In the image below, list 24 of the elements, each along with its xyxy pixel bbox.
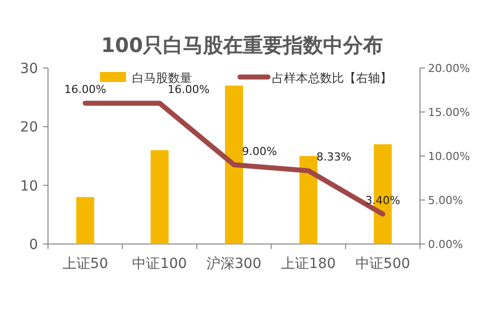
legend-label: 占样本总数比【右轴】 (272, 71, 392, 85)
bar (299, 156, 318, 244)
x-tick-label: 上证50 (62, 256, 108, 272)
bar (225, 86, 243, 244)
bar (76, 197, 94, 244)
y-tick-label: 0 (29, 237, 38, 253)
chart-title: 100只白马股在重要指数中分布 (101, 33, 383, 57)
data-label: 16.00% (168, 83, 210, 96)
x-tick-label: 沪深300 (206, 256, 262, 272)
x-tick-label: 上证180 (281, 256, 336, 272)
data-label: 16.00% (64, 83, 106, 96)
x-tick-label: 中证500 (355, 256, 410, 272)
legend-label: 白马股数量 (132, 71, 192, 85)
bar (150, 150, 169, 244)
x-tick-label: 中证100 (132, 256, 187, 272)
y-tick-label: 10 (20, 178, 38, 194)
y-tick-label: 30 (20, 61, 38, 77)
y2-tick-label: 15.00% (428, 106, 470, 119)
y2-tick-label: 10.00% (428, 150, 470, 163)
y2-tick-label: 0.00% (428, 238, 463, 251)
y-tick-label: 20 (20, 120, 38, 136)
data-label: 8.33% (316, 150, 352, 164)
y2-tick-label: 5.00% (428, 194, 463, 207)
y2-tick-label: 20.00% (428, 62, 470, 75)
